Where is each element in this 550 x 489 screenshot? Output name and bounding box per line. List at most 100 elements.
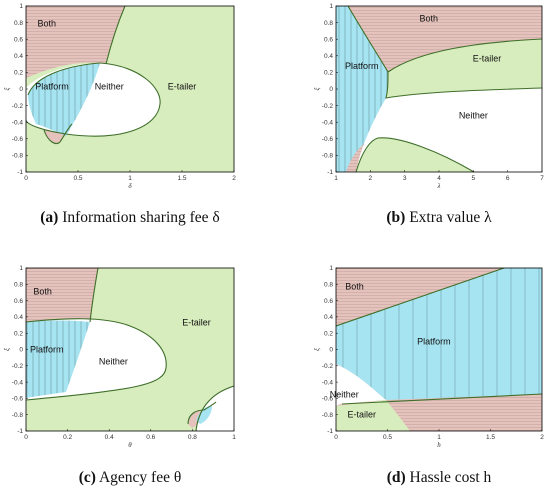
panel-c (25, 267, 235, 432)
x-tick-label: 0.5 (73, 175, 82, 182)
x-tick-label: 6 (506, 175, 510, 182)
panel-d (335, 267, 543, 432)
y-axis-label: ξ (313, 348, 321, 351)
panel-b-regions (336, 6, 542, 172)
region-both-hatch (26, 268, 98, 326)
y-axis-label: ξ (3, 88, 11, 91)
y-tick-label: -0.4 (12, 119, 24, 126)
caption-letter: (a) (40, 209, 58, 226)
boundary-upper (347, 6, 542, 73)
y-tick-label: 0 (19, 86, 23, 93)
x-tick-label: 0.4 (105, 434, 114, 441)
region-label: Neither (95, 82, 124, 92)
x-tick-label: 1 (232, 434, 236, 441)
boundary-lower (43, 123, 73, 145)
y-tick-label: 0.8 (14, 20, 23, 27)
panel-caption: (c) Agency fee θ (79, 469, 182, 486)
region-etailer-lower (356, 137, 474, 172)
region-etailer (336, 400, 410, 431)
boundary-inner (27, 62, 101, 96)
region-both-lower-hatch (346, 144, 364, 172)
panel-a-regions (26, 6, 234, 172)
region-label: Platform (30, 345, 64, 355)
axes-and-labels: 0 0.5 1 1.5 2 1 0.8 0.6 0.4 0.2 0 -0.2 -0.4 -0.6 -0.8 -… (3, 3, 544, 486)
y-tick-label: 1 (329, 265, 333, 272)
x-tick-label: 3 (403, 175, 407, 182)
y-tick-label: -0.6 (12, 136, 24, 143)
region-label: E-tailer (168, 82, 197, 92)
caption-text: Extra value λ (405, 209, 492, 226)
panel-caption: (a) Information sharing fee δ (40, 209, 219, 226)
caption-text: Hassle cost h (406, 469, 492, 486)
x-tick-label: 5 (472, 175, 476, 182)
region-etailer (386, 39, 542, 98)
x-axis-label: h (437, 441, 441, 449)
region-neither (336, 364, 386, 406)
region-label: Both (33, 287, 52, 297)
y-tick-label: 0 (329, 86, 333, 93)
boundary-corner (195, 385, 234, 431)
region-platform-hatch (28, 63, 100, 136)
x-tick-label: 0.2 (63, 434, 72, 441)
y-tick-label: -0.4 (322, 379, 334, 386)
y-tick-label: 0.8 (324, 282, 333, 289)
region-label: Both (419, 13, 438, 23)
x-tick-label: 7 (540, 175, 544, 182)
y-tick-label: -0.8 (12, 153, 24, 160)
region-label: E-tailer (473, 53, 502, 63)
region-label: Both (345, 282, 364, 292)
caption-letter: (c) (79, 469, 96, 486)
x-tick-label: 0.8 (188, 434, 197, 441)
x-tick-label: 0 (24, 175, 28, 182)
boundary-upper (336, 268, 505, 327)
region-label: E-tailer (182, 318, 211, 328)
y-tick-label: -0.6 (322, 396, 334, 403)
y-tick-label: 0 (329, 347, 333, 354)
boundary-curve (89, 268, 99, 323)
boundary-small (187, 401, 217, 425)
y-tick-label: 0 (19, 347, 23, 354)
region-label: E-tailer (347, 410, 376, 420)
y-tick-label: -0.8 (322, 153, 334, 160)
y-tick-label: 0.8 (324, 20, 333, 27)
y-tick-label: -1 (327, 428, 333, 435)
x-tick-label: 0 (24, 434, 28, 441)
caption-letter: (b) (386, 209, 405, 226)
y-tick-label: -1 (17, 428, 23, 435)
y-tick-label: 0.6 (14, 298, 23, 305)
boundary-mid (385, 71, 542, 99)
x-tick-label: 0 (334, 434, 338, 441)
panel-caption: (b) Extra value λ (386, 209, 492, 226)
x-tick-label: 0.6 (146, 434, 155, 441)
region-platform-hatch (336, 6, 388, 172)
y-tick-label: -0.2 (12, 363, 24, 370)
panel-b (335, 5, 543, 173)
region-label: Platform (417, 336, 451, 346)
y-axis-label: ξ (313, 88, 321, 91)
caption-letter: (d) (387, 469, 406, 486)
y-tick-label: -0.2 (322, 103, 334, 110)
boundary-lower (355, 137, 475, 172)
y-tick-label: -0.2 (12, 103, 24, 110)
region-platform-small (196, 406, 212, 424)
x-axis-label: λ (436, 182, 440, 190)
x-tick-label: 1 (437, 434, 441, 441)
y-tick-label: 0.6 (324, 298, 333, 305)
x-axis-label: δ (128, 182, 132, 190)
x-tick-label: 2 (369, 175, 373, 182)
y-tick-label: 0.2 (324, 330, 333, 337)
region-label: Neither (459, 111, 488, 121)
y-tick-label: 0.8 (14, 282, 23, 289)
region-both-lower (44, 130, 66, 144)
y-tick-label: -0.8 (322, 412, 334, 419)
boundary-oval (26, 62, 161, 137)
y-tick-label: 1 (19, 3, 23, 10)
y-tick-label: -0.4 (322, 119, 334, 126)
y-tick-label: -1 (17, 169, 23, 176)
region-label: Neither (99, 357, 128, 367)
y-tick-label: 0.6 (14, 36, 23, 43)
caption-text: Information sharing fee δ (58, 209, 219, 226)
y-tick-label: -0.4 (12, 379, 24, 386)
y-tick-label: 0.2 (324, 70, 333, 77)
region-label: Platform (35, 82, 69, 92)
